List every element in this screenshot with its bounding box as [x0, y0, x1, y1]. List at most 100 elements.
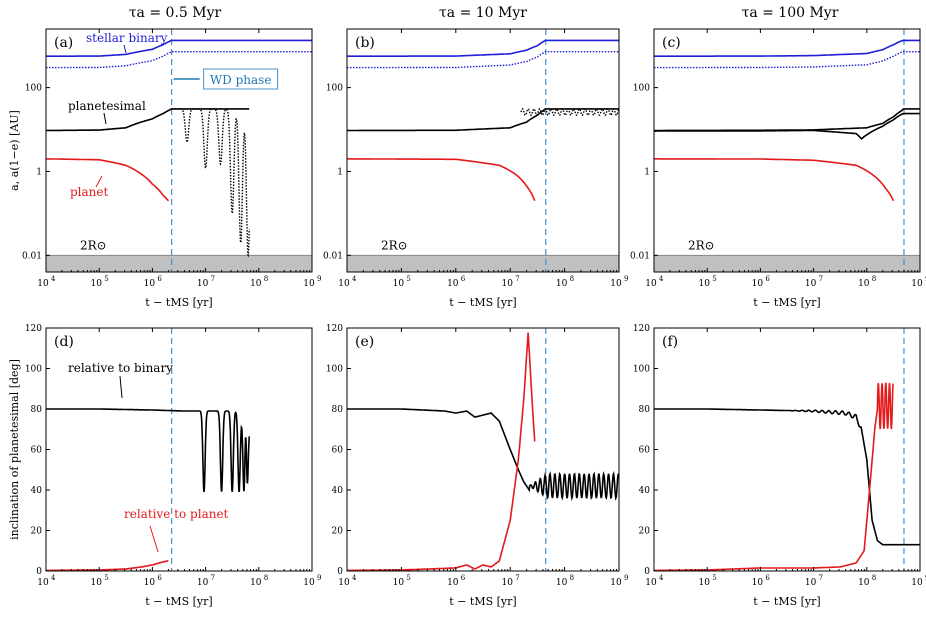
y-tick-label: 100	[633, 84, 650, 94]
annotation-wd-phase: WD phase	[210, 73, 272, 87]
title-panel-c: τa = 100 Myr	[742, 5, 839, 21]
x-tick-exp: 8	[264, 574, 268, 582]
y-tick-label: 120	[326, 324, 343, 334]
axes-frame	[653, 28, 921, 273]
y-tick-label: 80	[639, 405, 651, 415]
x-tick-label: 10	[858, 279, 870, 289]
x-tick-label: 10	[698, 279, 710, 289]
x-axis-label: t − tMS [yr]	[449, 296, 516, 309]
x-tick-label: 10	[556, 279, 568, 289]
x-tick-exp: 6	[765, 574, 770, 582]
panels: 10 4 10 5 10 6 10 7 10 8 10 9t − tMS [yr]0.0111002R…	[8, 28, 926, 608]
series-planet-a	[347, 158, 536, 202]
annotation-relative-to-binary: relative to binary	[68, 361, 173, 375]
x-tick-label: 10	[447, 578, 459, 588]
series-stellar-binary-a	[654, 39, 920, 58]
series-planetesimal-a-1-e-	[520, 108, 619, 117]
x-tick-label: 10	[805, 279, 817, 289]
axes-frame	[346, 327, 620, 572]
y-tick-label: 120	[25, 324, 42, 334]
arrow-planet	[95, 175, 103, 188]
series-planet-a	[654, 158, 895, 202]
panel-label: (f)	[662, 334, 678, 350]
series-stellar-binary-a-1-e-	[347, 51, 619, 69]
title-row: τa = 0.5 Myr τa = 10 Myr τa = 100 Myr	[129, 5, 839, 21]
arrow-planet	[149, 525, 159, 553]
title-panel-a: τa = 0.5 Myr	[129, 5, 222, 21]
x-tick-exp: 4	[352, 275, 357, 283]
x-tick-label: 10	[501, 279, 513, 289]
panel-b: 10 4 10 5 10 6 10 7 10 8 10 9t − tMS [yr]0.0111002R…	[323, 28, 628, 309]
axes-frame	[653, 327, 921, 572]
x-tick-label: 10	[144, 578, 156, 588]
x-tick-exp: 5	[406, 574, 410, 582]
x-tick-label: 10	[90, 279, 102, 289]
x-axis-label: t − tMS [yr]	[145, 296, 212, 309]
series-planetesimal-a	[46, 108, 250, 132]
x-tick-label: 10	[501, 578, 513, 588]
x-tick-label: 10	[250, 279, 262, 289]
x-tick-exp: 7	[211, 574, 215, 582]
shade-2rsun	[654, 255, 920, 272]
panel-d: 10 4 10 5 10 6 10 7 10 8 10 9t − tMS [yr]0204060801…	[8, 324, 321, 608]
series-stellar-binary-a	[46, 39, 312, 58]
x-tick-label: 10	[338, 578, 350, 588]
y-tick-label: 1	[644, 167, 650, 177]
series-stellar-binary-a	[347, 39, 619, 58]
series-relative-to-planet	[654, 382, 895, 571]
y-tick-label: 80	[31, 405, 43, 415]
x-tick-label: 10	[645, 279, 657, 289]
y-tick-label: 0.01	[630, 251, 650, 261]
axes-frame	[346, 28, 620, 273]
x-tick-exp: 8	[570, 275, 574, 283]
x-tick-label: 10	[858, 578, 870, 588]
x-tick-exp: 7	[211, 275, 215, 283]
x-tick-label: 10	[645, 578, 657, 588]
x-tick-label: 10	[698, 578, 710, 588]
x-tick-exp: 6	[461, 574, 466, 582]
annotation-relative-to-planet: relative to planet	[124, 507, 229, 521]
panel-label: (b)	[355, 35, 375, 51]
y-tick-label: 60	[31, 446, 43, 456]
x-tick-exp: 4	[51, 574, 56, 582]
x-tick-exp: 5	[406, 275, 410, 283]
series-planetesimal-a-1-e-	[171, 108, 250, 258]
y-tick-label: 80	[332, 405, 344, 415]
x-tick-label: 10	[752, 578, 764, 588]
x-tick-exp: 5	[104, 275, 108, 283]
label-2rsun: 2R⊙	[688, 238, 715, 252]
y-tick-label: 0.01	[22, 251, 42, 261]
arrow-binary	[119, 375, 123, 399]
x-tick-exp: 7	[819, 574, 823, 582]
panel-label: (c)	[662, 35, 681, 51]
label-2rsun: 2R⊙	[381, 238, 408, 252]
y-tick-label: 100	[25, 365, 42, 375]
y-tick-label: 40	[639, 486, 651, 496]
x-tick-exp: 4	[659, 574, 664, 582]
series-planet-a	[46, 158, 170, 202]
series-relative-to-planet	[347, 332, 536, 571]
x-tick-label: 10	[610, 578, 622, 588]
x-tick-label: 10	[90, 578, 102, 588]
x-tick-exp: 9	[317, 574, 321, 582]
x-tick-exp: 8	[570, 574, 574, 582]
y-tick-label: 100	[326, 84, 343, 94]
y-tick-label: 100	[326, 365, 343, 375]
y-tick-label: 20	[332, 527, 344, 537]
x-tick-label: 10	[393, 578, 405, 588]
panel-label: (a)	[54, 35, 73, 51]
x-axis-label: t − tMS [yr]	[145, 595, 212, 608]
x-tick-exp: 7	[515, 574, 519, 582]
plot-area	[46, 328, 250, 571]
x-tick-label: 10	[303, 279, 315, 289]
y-axis-label: a, a(1−e) [AU]	[8, 110, 21, 191]
y-tick-label: 20	[31, 527, 43, 537]
x-tick-label: 10	[37, 578, 49, 588]
panel-label: (d)	[54, 334, 74, 350]
y-axis-label: inclination of planetesimal [deg]	[8, 359, 21, 540]
panel-label: (e)	[355, 334, 374, 350]
x-tick-label: 10	[805, 578, 817, 588]
y-tick-label: 60	[639, 446, 651, 456]
x-tick-exp: 8	[872, 275, 876, 283]
arrow-planetesimal	[103, 112, 107, 125]
